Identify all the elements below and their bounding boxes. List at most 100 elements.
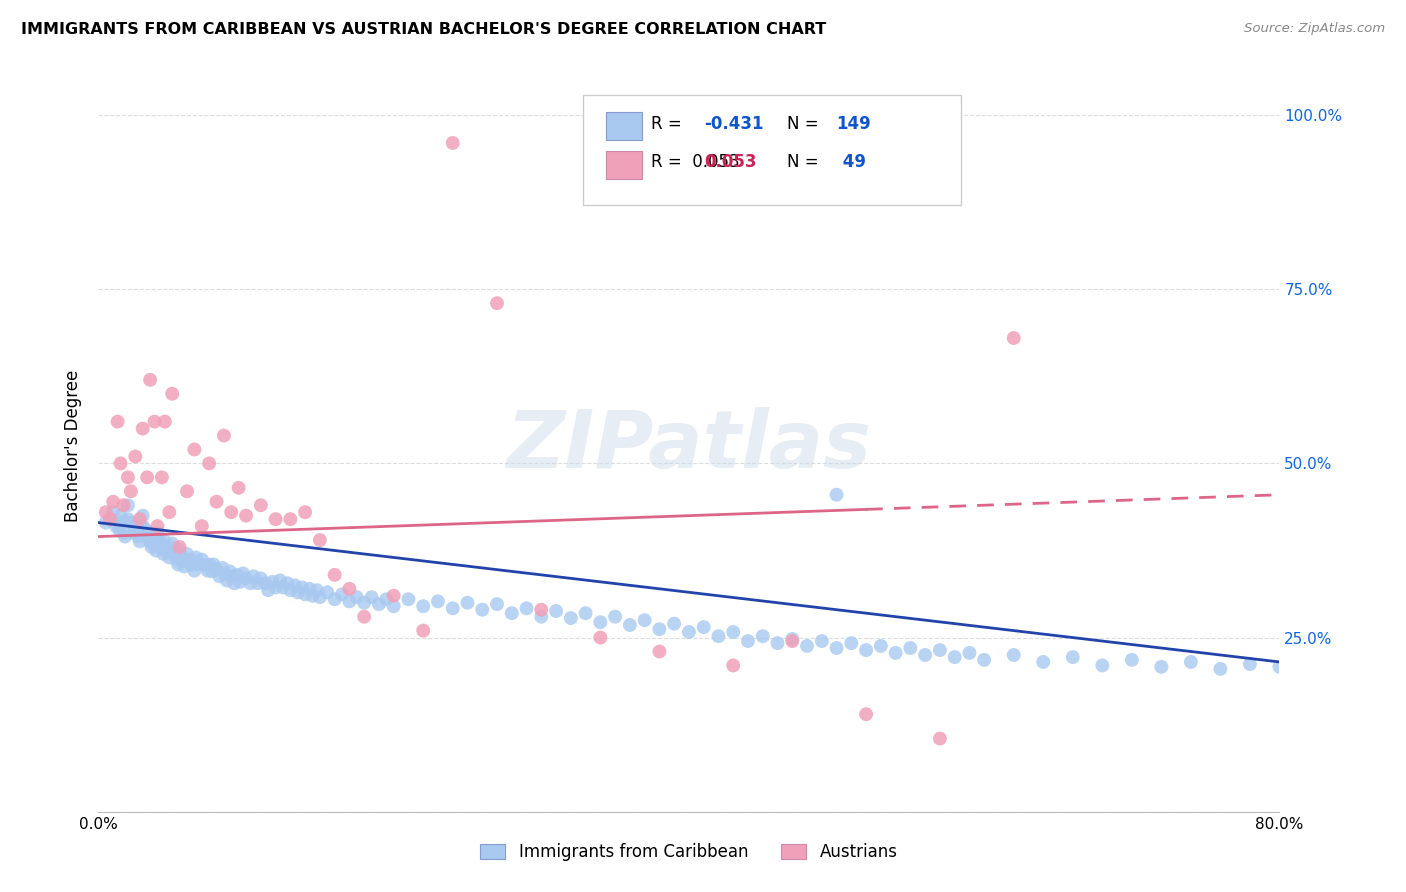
Point [242, 569, 264, 583]
Point [143, 415, 166, 429]
Point [589, 615, 612, 630]
Point [187, 558, 209, 572]
Point [382, 589, 405, 603]
Point [198, 457, 221, 471]
Point [166, 552, 188, 566]
Point [575, 606, 598, 620]
Point [117, 498, 139, 512]
Point [375, 592, 398, 607]
Point [1032, 655, 1054, 669]
Point [157, 505, 180, 519]
Point [257, 583, 280, 598]
Point [228, 481, 250, 495]
Point [841, 636, 863, 650]
Point [825, 488, 848, 502]
Point [254, 576, 277, 591]
Point [723, 658, 745, 673]
Point [212, 428, 235, 442]
Point [412, 624, 434, 638]
Point [215, 574, 238, 588]
Point [884, 646, 907, 660]
Point [138, 530, 160, 544]
Point [250, 571, 273, 585]
Point [280, 583, 302, 598]
Point [157, 550, 180, 565]
Point [1091, 658, 1114, 673]
Point [139, 534, 162, 549]
Point [1002, 331, 1025, 345]
Point [149, 536, 172, 550]
Point [122, 526, 145, 541]
Point [135, 523, 157, 537]
Point [212, 566, 235, 581]
Point [605, 609, 627, 624]
Point [132, 508, 155, 523]
Point [94, 505, 117, 519]
Point [648, 644, 671, 658]
Point [105, 519, 128, 533]
Point [855, 643, 877, 657]
Point [191, 519, 214, 533]
Point [127, 530, 149, 544]
FancyBboxPatch shape [606, 112, 641, 140]
Point [305, 583, 328, 598]
Point [301, 589, 323, 603]
Point [226, 567, 249, 582]
Point [112, 526, 135, 541]
Point [202, 558, 225, 572]
Text: Source: ZipAtlas.com: Source: ZipAtlas.com [1244, 22, 1385, 36]
Text: 0.053: 0.053 [704, 153, 756, 171]
Point [110, 457, 132, 471]
Point [1062, 650, 1084, 665]
Point [145, 543, 167, 558]
Point [197, 564, 219, 578]
Point [224, 576, 246, 591]
Point [167, 558, 190, 572]
Point [298, 582, 321, 596]
Point [284, 578, 307, 592]
Point [112, 498, 135, 512]
Point [309, 533, 332, 547]
Point [516, 601, 538, 615]
Point [294, 505, 316, 519]
Point [959, 646, 981, 660]
Point [153, 534, 176, 549]
Point [294, 587, 316, 601]
Point [111, 516, 134, 530]
Point [323, 592, 346, 607]
Point [235, 508, 257, 523]
Text: IMMIGRANTS FROM CARIBBEAN VS AUSTRIAN BACHELOR'S DEGREE CORRELATION CHART: IMMIGRANTS FROM CARIBBEAN VS AUSTRIAN BA… [21, 22, 827, 37]
Point [486, 597, 509, 611]
Point [914, 648, 936, 662]
Point [269, 574, 291, 588]
Point [262, 574, 284, 589]
Point [486, 296, 509, 310]
Text: R =  0.053: R = 0.053 [651, 153, 740, 171]
Point [589, 631, 612, 645]
Point [353, 609, 375, 624]
Point [169, 540, 191, 554]
Point [339, 582, 361, 596]
Point [825, 640, 848, 655]
Point [634, 613, 657, 627]
Point [150, 541, 173, 556]
Text: R =: R = [651, 115, 688, 133]
Y-axis label: Bachelor's Degree: Bachelor's Degree [65, 370, 83, 522]
Point [870, 639, 893, 653]
Point [360, 590, 382, 604]
Point [441, 601, 464, 615]
Point [929, 731, 952, 746]
Point [125, 523, 148, 537]
Point [276, 576, 298, 591]
Point [664, 616, 686, 631]
Point [330, 587, 353, 601]
Point [201, 565, 224, 579]
Point [264, 512, 287, 526]
Point [291, 581, 314, 595]
Point [132, 519, 155, 533]
Point [648, 622, 671, 636]
Point [169, 543, 191, 558]
Point [707, 629, 730, 643]
Point [250, 498, 273, 512]
Point [208, 569, 231, 583]
